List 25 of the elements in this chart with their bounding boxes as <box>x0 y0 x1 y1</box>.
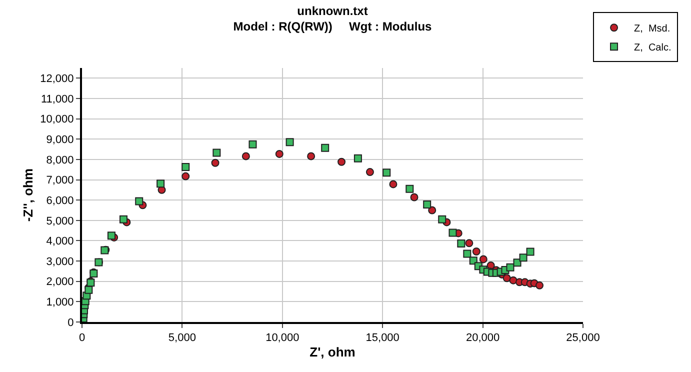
x-tick-label: 25,000 <box>566 332 600 344</box>
y-tick-label: 5,000 <box>46 215 74 228</box>
y-tick-label: 7,000 <box>46 174 74 187</box>
x-tick-label: 15,000 <box>366 332 400 344</box>
chart-title: unknown.txt <box>297 4 368 18</box>
legend-label: Z, Msd. <box>634 24 670 35</box>
y-tick-label: 11,000 <box>40 93 74 106</box>
y-tick-label: 10,000 <box>40 114 74 126</box>
y-tick-label: 8,000 <box>46 154 74 166</box>
x-axis-title: Z', ohm <box>310 344 356 360</box>
y-tick-label: 6,000 <box>46 194 74 207</box>
chart-subtitle: Model : R(Q(RW)) Wgt : Modulus <box>233 19 432 34</box>
y-tick-label: 9,000 <box>46 134 74 146</box>
y-tick-label: 0 <box>68 316 74 329</box>
x-tick-label: 0 <box>78 332 86 344</box>
x-tick-label: 20,000 <box>466 332 500 344</box>
y-tick-label: 4,000 <box>46 236 74 248</box>
y-tick-label: 12,000 <box>40 73 74 86</box>
legend-label: Z, Calc. <box>634 42 672 54</box>
y-axis-title: -Z'', ohm <box>20 168 36 222</box>
y-tick-label: 1,000 <box>46 296 74 309</box>
x-tick-label: 10,000 <box>266 332 300 344</box>
y-tick-label: 2,000 <box>46 276 74 288</box>
y-tick-label: 3,000 <box>46 256 74 268</box>
x-tick-label: 5,000 <box>168 332 196 344</box>
